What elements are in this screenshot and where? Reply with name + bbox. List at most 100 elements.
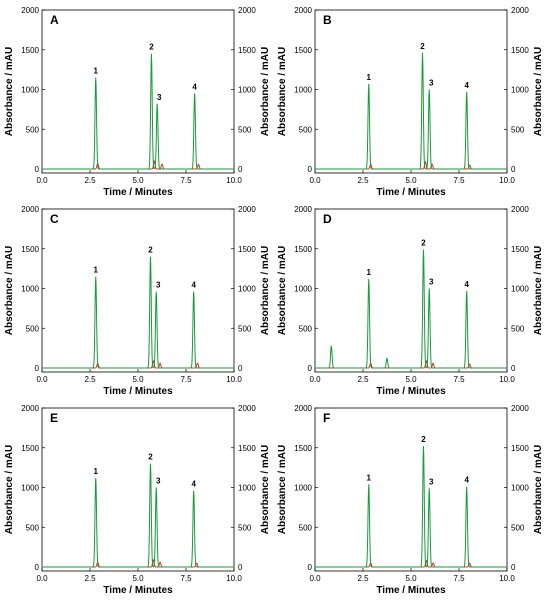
y-tick-label-right: 500 (238, 523, 252, 532)
x-tick-label: 2.5 (357, 176, 369, 185)
y-tick-label-right: 1000 (511, 484, 529, 493)
y-tick-label-right: 1000 (511, 86, 529, 95)
y-axis-label-left: Absorbance / mAU (277, 246, 288, 335)
x-tick-label: 0.0 (309, 176, 321, 185)
y-axis-label-left: Absorbance / mAU (4, 47, 15, 136)
trace-line (315, 160, 507, 170)
y-tick-label: 1500 (21, 245, 39, 254)
y-axis-label-left: Absorbance / mAU (4, 445, 15, 534)
panel-letter: E (50, 411, 58, 425)
trace-line (315, 559, 507, 568)
y-tick-label: 1500 (294, 444, 312, 453)
peak-label: 4 (191, 281, 196, 290)
x-axis-label: Time / Minutes (376, 187, 446, 198)
y-tick-label: 1000 (21, 285, 39, 294)
y-tick-label-right: 2000 (511, 404, 529, 413)
x-tick-label: 7.5 (453, 574, 465, 583)
x-tick-label: 5.0 (405, 375, 417, 384)
x-tick-label: 7.5 (180, 375, 192, 384)
x-tick-label: 10.0 (499, 375, 515, 384)
y-tick-label-right: 0 (238, 563, 243, 572)
y-axis-label-right: Absorbance / mAU (533, 47, 544, 136)
trace-line (42, 558, 234, 568)
x-tick-label: 0.0 (309, 375, 321, 384)
trace-line (315, 249, 507, 369)
y-tick-label: 1500 (294, 245, 312, 254)
x-axis-label: Time / Minutes (103, 585, 173, 596)
y-tick-label-right: 2000 (238, 205, 256, 214)
trace-line (42, 159, 234, 170)
y-tick-label-right: 1500 (238, 46, 256, 55)
peak-label: 3 (429, 278, 434, 287)
y-tick-label: 500 (26, 125, 40, 134)
y-tick-label-right: 1500 (511, 444, 529, 453)
panel-a: 0 0 500 500 1000 1000 1500 1500 2000 2000 0.0 2.5 5.… (4, 6, 271, 198)
y-tick-label: 500 (26, 523, 40, 532)
y-tick-label-right: 0 (238, 364, 243, 373)
peak-label: 2 (420, 42, 425, 51)
y-tick-label: 1500 (294, 46, 312, 55)
trace-line (42, 463, 234, 568)
trace-line (42, 256, 234, 369)
peak-label: 1 (367, 473, 372, 482)
peak-label: 4 (191, 480, 196, 489)
plot-frame (41, 407, 235, 572)
x-tick-label: 5.0 (132, 574, 144, 583)
y-axis-label-right: Absorbance / mAU (260, 47, 271, 136)
peak-label: 2 (148, 453, 153, 462)
x-tick-label: 10.0 (226, 176, 242, 185)
y-tick-label: 2000 (294, 6, 312, 15)
y-tick-label: 2000 (294, 205, 312, 214)
y-tick-label-right: 2000 (511, 6, 529, 15)
x-tick-label: 7.5 (453, 375, 465, 384)
y-tick-label-right: 0 (511, 165, 516, 174)
y-axis-label-right: Absorbance / mAU (533, 445, 544, 534)
x-tick-label: 0.0 (36, 375, 48, 384)
y-axis-label-right: Absorbance / mAU (260, 445, 271, 534)
y-tick-label-right: 1000 (238, 285, 256, 294)
x-axis-label: Time / Minutes (376, 386, 446, 397)
y-tick-label-right: 500 (511, 324, 525, 333)
peak-label: 2 (148, 246, 153, 255)
y-axis-label-right: Absorbance / mAU (260, 246, 271, 335)
panel-letter: C (50, 212, 59, 226)
panel-letter: A (50, 13, 59, 27)
y-tick-label: 0 (35, 165, 40, 174)
peak-label: 3 (429, 477, 434, 486)
x-tick-label: 0.0 (309, 574, 321, 583)
y-axis-label-left: Absorbance / mAU (277, 47, 288, 136)
y-tick-label: 1000 (294, 285, 312, 294)
x-tick-label: 2.5 (84, 375, 96, 384)
y-tick-label-right: 2000 (511, 205, 529, 214)
x-axis-label: Time / Minutes (103, 187, 173, 198)
y-axis-label-left: Absorbance / mAU (4, 246, 15, 335)
peak-label: 3 (156, 281, 161, 290)
y-tick-label: 2000 (21, 404, 39, 413)
trace-line (42, 53, 234, 170)
y-tick-label: 500 (26, 324, 40, 333)
panel-b: 0 0 500 500 1000 1000 1500 1500 2000 2000 0.0 2.5 5.… (277, 6, 544, 198)
plot-frame (314, 208, 508, 373)
x-tick-label: 10.0 (499, 574, 515, 583)
peak-label: 3 (156, 477, 161, 486)
peak-label: 1 (367, 268, 372, 277)
peak-label: 3 (429, 79, 434, 88)
y-tick-label: 500 (299, 324, 313, 333)
plot-frame (314, 407, 508, 572)
peak-label: 2 (421, 239, 426, 248)
y-tick-label-right: 500 (238, 125, 252, 134)
y-axis-label-left: Absorbance / mAU (277, 445, 288, 534)
x-tick-label: 10.0 (226, 375, 242, 384)
peak-label: 1 (367, 73, 372, 82)
panel-d: 0 0 500 500 1000 1000 1500 1500 2000 2000 0.0 2.5 5.… (277, 205, 544, 397)
y-tick-label: 1000 (21, 86, 39, 95)
x-tick-label: 7.5 (453, 176, 465, 185)
plot-frame (41, 9, 235, 174)
x-tick-label: 5.0 (132, 176, 144, 185)
panel-letter: D (323, 212, 332, 226)
panel-letter: B (323, 13, 332, 27)
x-tick-label: 0.0 (36, 176, 48, 185)
y-tick-label-right: 500 (511, 125, 525, 134)
trace-line (42, 359, 234, 369)
